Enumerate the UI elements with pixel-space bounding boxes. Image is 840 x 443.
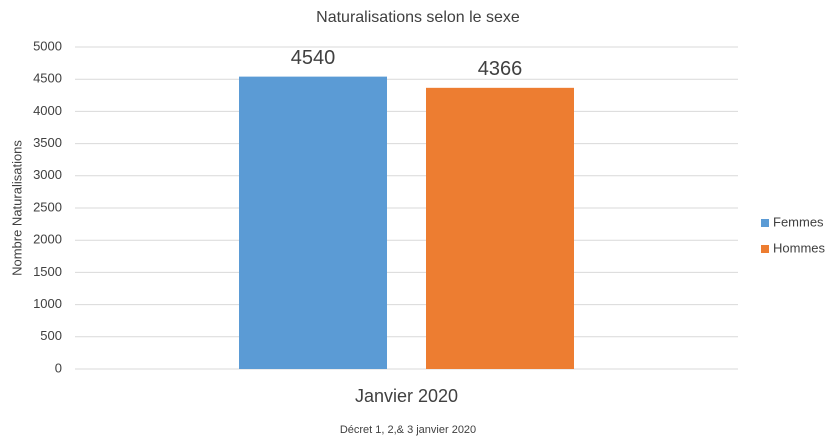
- y-tick-label: 3000: [33, 167, 62, 182]
- bar: [426, 87, 574, 370]
- y-tick-label: 2500: [33, 199, 62, 214]
- data-label: 4540: [291, 47, 336, 69]
- x-axis-label: Décret 1, 2,& 3 janvier 2020: [340, 424, 476, 436]
- legend-label: Femmes: [773, 214, 824, 229]
- legend-label: Hommes: [773, 240, 826, 255]
- y-tick-label: 3500: [33, 135, 62, 150]
- y-tick-label: 500: [40, 328, 62, 343]
- y-tick-label: 1000: [33, 296, 62, 311]
- chart-title: Naturalisations selon le sexe: [316, 9, 520, 26]
- y-tick-label: 2000: [33, 232, 62, 247]
- y-axis-label: Nombre Naturalisations: [9, 140, 24, 276]
- y-tick-label: 4000: [33, 103, 62, 118]
- y-tick-label: 1500: [33, 264, 62, 279]
- x-tick-label: Janvier 2020: [355, 386, 458, 406]
- y-tick-label: 4500: [33, 71, 62, 86]
- y-tick-label: 5000: [33, 38, 62, 53]
- data-label: 4366: [478, 58, 523, 80]
- bar: [239, 76, 387, 370]
- legend-swatch: [761, 245, 769, 253]
- y-tick-label: 0: [55, 360, 62, 375]
- legend-swatch: [761, 219, 769, 227]
